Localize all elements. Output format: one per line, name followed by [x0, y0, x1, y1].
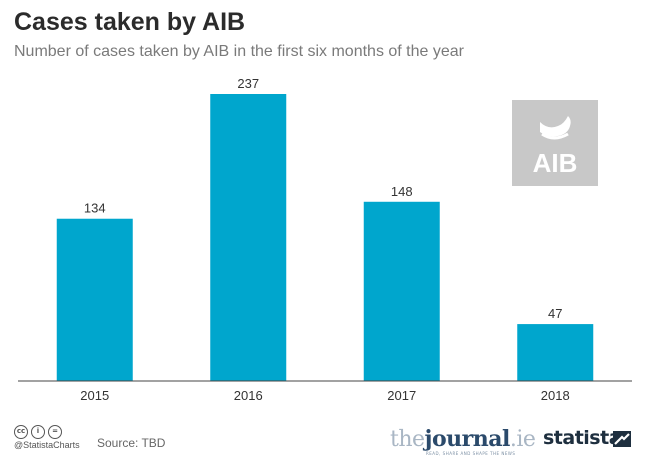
aib-bird-icon: AIB [533, 116, 578, 178]
chart-subtitle: Number of cases taken by AIB in the firs… [14, 43, 464, 60]
license-icons: cc i = [14, 420, 65, 439]
source-note: Source: TBD [97, 436, 166, 450]
aib-logo: AIB [512, 100, 598, 186]
x-tick-2018: 2018 [541, 388, 570, 403]
logo-text: AIB [533, 148, 578, 178]
data-label-2016: 237 [237, 76, 259, 91]
bar-2016 [210, 94, 287, 381]
x-tick-2016: 2016 [234, 388, 263, 403]
nd-icon: = [48, 425, 62, 439]
by-icon: i [31, 425, 45, 439]
journal-name: journal [424, 426, 511, 452]
data-label-2015: 134 [84, 201, 106, 216]
chart-title: Cases taken by AIB [14, 8, 246, 36]
journal-prefix: the [390, 427, 425, 452]
statista-logo-icon [613, 431, 631, 447]
x-tick-2017: 2017 [387, 388, 416, 403]
thejournal-logo: thejournal.ie READ, SHARE AND SHAPE THE … [390, 426, 536, 456]
cc-icon: cc [14, 425, 28, 439]
statista-handle: @StatistaCharts [14, 440, 80, 450]
journal-tagline: READ, SHARE AND SHAPE THE NEWS [426, 451, 516, 456]
bar-2017 [363, 201, 440, 381]
data-label-2017: 148 [391, 184, 413, 199]
bar-2018 [517, 324, 594, 381]
statista-brand: statista [543, 427, 622, 449]
data-label-2018: 47 [548, 306, 562, 321]
bar-2015 [56, 218, 133, 381]
x-tick-2015: 2015 [80, 388, 109, 403]
journal-suffix: .ie [509, 427, 536, 452]
